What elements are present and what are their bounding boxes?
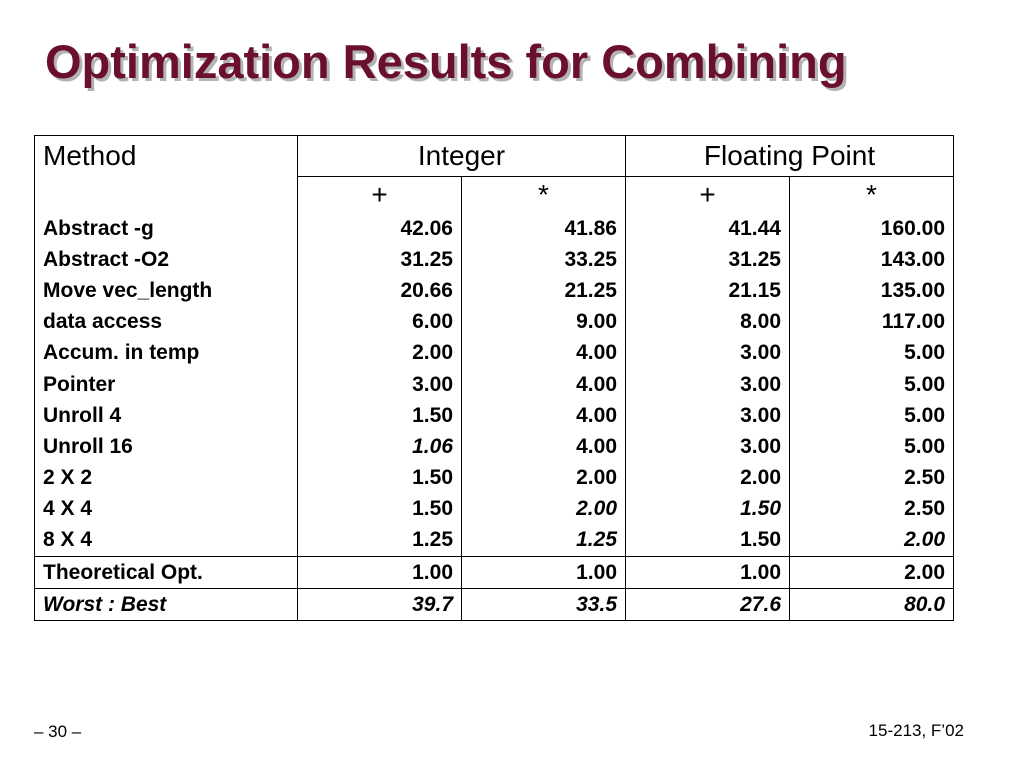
row-value: 5.00 — [789, 337, 954, 369]
row-value: 31.25 — [625, 244, 790, 276]
table-row: Unroll 16 1.06 4.00 3.00 5.00 — [34, 431, 954, 463]
op-header-int-mul: * — [461, 176, 626, 213]
row-value: 4.00 — [461, 400, 626, 432]
row-name: Theoretical Opt. — [34, 556, 298, 590]
table-row: 2 X 2 1.50 2.00 2.00 2.50 — [34, 462, 954, 494]
row-name: Abstract -O2 — [34, 244, 298, 276]
op-header-fp-add: + — [625, 176, 790, 213]
op-header-fp-mul: * — [789, 176, 954, 213]
operator-header-row: + * + * — [34, 176, 954, 213]
row-value: 1.50 — [625, 493, 790, 525]
op-header-int-add: + — [297, 176, 462, 213]
row-value: 8.00 — [625, 306, 790, 338]
row-value: 3.00 — [625, 337, 790, 369]
row-value: 3.00 — [625, 400, 790, 432]
row-value: 9.00 — [461, 306, 626, 338]
table-row: data access 6.00 9.00 8.00 117.00 — [34, 306, 954, 338]
row-value: 41.86 — [461, 213, 626, 245]
theoretical-opt-row: Theoretical Opt. 1.00 1.00 1.00 2.00 — [34, 556, 954, 590]
row-value: 1.50 — [297, 493, 462, 525]
row-value: 1.00 — [461, 556, 626, 590]
row-name: data access — [34, 306, 298, 338]
row-value: 20.66 — [297, 275, 462, 307]
row-value: 2.00 — [461, 493, 626, 525]
row-value: 4.00 — [461, 368, 626, 401]
table-row: Abstract -g 42.06 41.86 41.44 160.00 — [34, 213, 954, 245]
row-value: 135.00 — [789, 275, 954, 307]
row-value: 21.25 — [461, 275, 626, 307]
row-value: 2.00 — [297, 337, 462, 369]
table-row: Move vec_length 20.66 21.25 21.15 135.00 — [34, 275, 954, 307]
row-value: 39.7 — [297, 588, 462, 622]
row-value: 2.00 — [625, 462, 790, 494]
row-value: 2.00 — [789, 556, 954, 590]
row-value: 33.5 — [461, 588, 626, 622]
row-value: 33.25 — [461, 244, 626, 276]
table-row: Abstract -O2 31.25 33.25 31.25 143.00 — [34, 244, 954, 276]
floating-point-group-header: Floating Point — [625, 135, 954, 177]
row-value: 4.00 — [461, 431, 626, 463]
row-value: 1.50 — [297, 400, 462, 432]
row-value: 80.0 — [789, 588, 954, 622]
row-value: 2.50 — [789, 462, 954, 494]
row-value: 160.00 — [789, 213, 954, 245]
page-number: – 30 – — [34, 722, 82, 741]
row-value: 1.25 — [461, 524, 626, 557]
method-header: Method — [34, 135, 298, 177]
row-value: 5.00 — [789, 368, 954, 401]
table-row: 4 X 4 1.50 2.00 1.50 2.50 — [34, 493, 954, 525]
row-value: 1.50 — [625, 524, 790, 557]
row-value: 1.50 — [297, 462, 462, 494]
course-label: 15-213, F’02 — [868, 721, 964, 740]
slide-title: Optimization Results for Combining — [45, 35, 847, 88]
row-value: 3.00 — [625, 368, 790, 401]
row-name: 2 X 2 — [34, 462, 298, 494]
row-value: 3.00 — [297, 368, 462, 401]
row-name: Unroll 16 — [34, 431, 298, 463]
row-name: Accum. in temp — [34, 337, 298, 369]
row-name: 8 X 4 — [34, 524, 298, 557]
row-value: 2.00 — [461, 462, 626, 494]
row-name: Abstract -g — [34, 213, 298, 245]
row-value: 5.00 — [789, 400, 954, 432]
worst-best-row: Worst : Best 39.7 33.5 27.6 80.0 — [34, 588, 954, 622]
table-row: 8 X 4 1.25 1.25 1.50 2.00 — [34, 524, 954, 557]
table-row: Pointer 3.00 4.00 3.00 5.00 — [34, 368, 954, 401]
row-value: 42.06 — [297, 213, 462, 245]
row-value: 2.00 — [789, 524, 954, 557]
method-header-blank — [34, 176, 298, 213]
row-value: 1.00 — [297, 556, 462, 590]
row-name: 4 X 4 — [34, 493, 298, 525]
row-value: 21.15 — [625, 275, 790, 307]
row-value: 1.00 — [625, 556, 790, 590]
row-value: 2.50 — [789, 493, 954, 525]
row-name: Pointer — [34, 368, 298, 401]
row-value: 31.25 — [297, 244, 462, 276]
row-name: Unroll 4 — [34, 400, 298, 432]
group-header-row: Method Integer Floating Point — [34, 135, 954, 177]
row-value: 4.00 — [461, 337, 626, 369]
row-value: 1.25 — [297, 524, 462, 557]
row-value: 6.00 — [297, 306, 462, 338]
row-value: 117.00 — [789, 306, 954, 338]
results-table: Method Integer Floating Point + * + * Ab… — [34, 135, 954, 622]
table-row: Accum. in temp 2.00 4.00 3.00 5.00 — [34, 337, 954, 369]
table-row: Unroll 4 1.50 4.00 3.00 5.00 — [34, 400, 954, 432]
integer-group-header: Integer — [297, 135, 626, 177]
row-value: 1.06 — [297, 431, 462, 463]
row-value: 5.00 — [789, 431, 954, 463]
row-value: 41.44 — [625, 213, 790, 245]
row-value: 27.6 — [625, 588, 790, 622]
row-name: Move vec_length — [34, 275, 298, 307]
row-name: Worst : Best — [34, 588, 298, 622]
row-value: 143.00 — [789, 244, 954, 276]
row-value: 3.00 — [625, 431, 790, 463]
